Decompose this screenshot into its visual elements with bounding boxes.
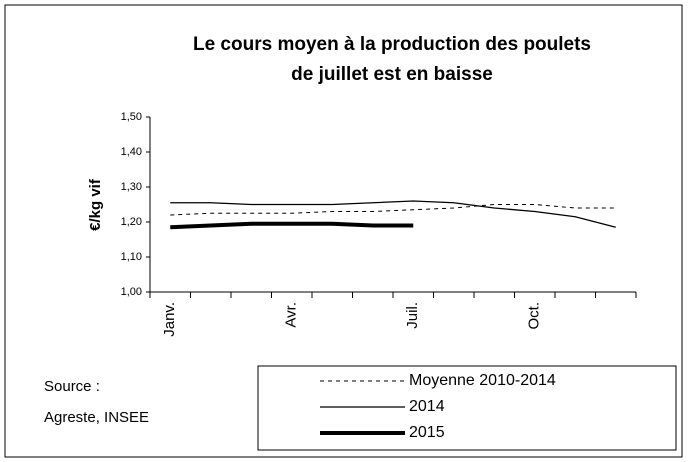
y-tick-label: 1,40 [121,146,142,158]
x-tick-label: Janv. [161,302,178,337]
chart-title: Le cours moyen à la production des poule… [193,34,591,55]
annotation: Source : [44,378,100,395]
annotation: Agreste, INSEE [44,409,149,426]
y-tick-label: 1,10 [121,251,142,263]
y-tick-label: 1,00 [121,286,142,298]
y-tick-label: 1,30 [121,181,142,193]
y-tick-label: 1,20 [121,216,142,228]
x-tick-label: Juil. [404,302,421,329]
legend-label: 2015 [409,424,445,441]
data-line [170,200,616,228]
legend-box [257,365,677,451]
legend-label: Moyenne 2010-2014 [409,372,556,389]
y-tick-label: 1,50 [121,111,142,123]
x-tick-label: Oct. [526,302,543,330]
legend-label: 2014 [409,398,445,415]
data-line [170,204,616,216]
chart-title: de juillet est en baisse [291,64,493,85]
x-tick-label: Avr. [283,302,300,328]
y-axis-label: €/kg vif [87,178,104,231]
data-line [170,221,414,230]
